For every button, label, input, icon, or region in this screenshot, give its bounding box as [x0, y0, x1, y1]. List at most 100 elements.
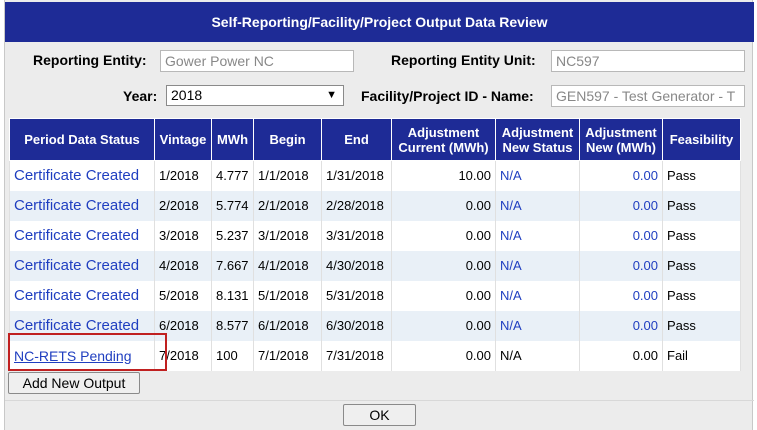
mwh-cell: 8.131: [211, 280, 254, 311]
adj-status-cell: N/A: [495, 340, 580, 371]
period-status-link[interactable]: Certificate Created: [14, 287, 140, 304]
status-cell: Certificate Created: [9, 250, 155, 281]
begin-cell: 5/1/2018: [253, 280, 322, 311]
vintage-cell: 6/2018: [154, 310, 212, 341]
reporting-entity-unit-label: Reporting Entity Unit:: [391, 52, 536, 68]
year-label: Year:: [123, 88, 158, 104]
column-header-adj-status: Adjustment New Status: [495, 118, 580, 161]
end-cell: 5/31/2018: [321, 280, 392, 311]
end-cell: 4/30/2018: [321, 250, 392, 281]
reporting-entity-field[interactable]: Gower Power NC: [160, 50, 354, 72]
feasibility-cell: Pass: [662, 160, 741, 191]
year-select[interactable]: 2018 ▼: [166, 85, 344, 106]
end-cell: 6/30/2018: [321, 310, 392, 341]
begin-cell: 7/1/2018: [253, 340, 322, 371]
period-status-link-pending[interactable]: NC-RETS Pending: [14, 347, 132, 364]
feasibility-cell: Pass: [662, 280, 741, 311]
adj-new-cell: 0.00: [579, 220, 663, 251]
adj-status-cell: N/A: [495, 250, 580, 281]
facility-project-field[interactable]: GEN597 - Test Generator - T: [551, 85, 745, 107]
mwh-cell: 5.774: [211, 190, 254, 221]
add-new-output-button[interactable]: Add New Output: [8, 372, 140, 394]
adj-status-cell: N/A: [495, 280, 580, 311]
dialog-title: Self-Reporting/Facility/Project Output D…: [5, 2, 754, 42]
feasibility-cell: Fail: [662, 340, 741, 371]
vintage-cell: 3/2018: [154, 220, 212, 251]
adj-current-cell: 0.00: [391, 250, 496, 281]
adj-current-cell: 0.00: [391, 340, 496, 371]
table-row: Certificate Created 2/2018 5.774 2/1/201…: [9, 190, 741, 221]
column-header-adj-new: Adjustment New (MWh): [579, 118, 663, 161]
begin-cell: 3/1/2018: [253, 220, 322, 251]
output-data-table: Period Data Status Vintage MWh Begin End…: [9, 118, 741, 371]
status-cell: Certificate Created: [9, 160, 155, 191]
status-cell: Certificate Created: [9, 220, 155, 251]
begin-cell: 2/1/2018: [253, 190, 322, 221]
status-cell: Certificate Created: [9, 280, 155, 311]
adj-status-cell: N/A: [495, 310, 580, 341]
table-row: NC-RETS Pending 7/2018 100 7/1/2018 7/31…: [9, 340, 741, 371]
feasibility-cell: Pass: [662, 250, 741, 281]
dropdown-arrow-icon: ▼: [326, 89, 337, 101]
adj-new-cell: 0.00: [579, 190, 663, 221]
begin-cell: 6/1/2018: [253, 310, 322, 341]
vintage-cell: 2/2018: [154, 190, 212, 221]
mwh-cell: 100: [211, 340, 254, 371]
adj-status-cell: N/A: [495, 220, 580, 251]
end-cell: 1/31/2018: [321, 160, 392, 191]
year-select-value: 2018: [171, 87, 203, 103]
table-row: Certificate Created 6/2018 8.577 6/1/201…: [9, 310, 741, 341]
period-status-link[interactable]: Certificate Created: [14, 257, 140, 274]
period-status-link[interactable]: Certificate Created: [14, 167, 140, 185]
mwh-cell: 8.577: [211, 310, 254, 341]
reporting-entity-unit-field[interactable]: NC597: [551, 50, 745, 72]
adj-current-cell: 0.00: [391, 280, 496, 311]
feasibility-cell: Pass: [662, 220, 741, 251]
adj-new-cell: 0.00: [579, 160, 663, 191]
feasibility-cell: Pass: [662, 310, 741, 341]
status-cell: Certificate Created: [9, 190, 155, 221]
footer-divider: [5, 400, 754, 401]
output-review-dialog: Self-Reporting/Facility/Project Output D…: [4, 0, 754, 430]
vintage-cell: 5/2018: [154, 280, 212, 311]
end-cell: 2/28/2018: [321, 190, 392, 221]
status-cell: NC-RETS Pending: [9, 340, 155, 371]
period-status-link[interactable]: Certificate Created: [14, 227, 140, 244]
column-header-end: End: [321, 118, 392, 161]
table-row: Certificate Created 3/2018 5.237 3/1/201…: [9, 220, 741, 251]
mwh-cell: 5.237: [211, 220, 254, 251]
adj-status-cell: N/A: [495, 190, 580, 221]
reporting-entity-label: Reporting Entity:: [33, 52, 147, 68]
table-row: Certificate Created 1/2018 4.777 1/1/201…: [9, 160, 741, 191]
column-header-status: Period Data Status: [9, 118, 155, 161]
vintage-cell: 4/2018: [154, 250, 212, 281]
adj-status-cell: N/A: [495, 160, 580, 191]
mwh-cell: 7.667: [211, 250, 254, 281]
adj-new-cell: 0.00: [579, 280, 663, 311]
vintage-cell: 1/2018: [154, 160, 212, 191]
table-row: Certificate Created 5/2018 8.131 5/1/201…: [9, 280, 741, 311]
table-header-row: Period Data Status Vintage MWh Begin End…: [9, 118, 741, 161]
adj-new-cell: 0.00: [579, 340, 663, 371]
table-row: Certificate Created 4/2018 7.667 4/1/201…: [9, 250, 741, 281]
column-header-feasibility: Feasibility: [662, 118, 741, 161]
adj-current-cell: 0.00: [391, 190, 496, 221]
period-status-link[interactable]: Certificate Created: [14, 197, 140, 214]
facility-project-label: Facility/Project ID - Name:: [361, 88, 534, 104]
status-cell: Certificate Created: [9, 310, 155, 341]
column-header-vintage: Vintage: [154, 118, 212, 161]
begin-cell: 1/1/2018: [253, 160, 322, 191]
column-header-begin: Begin: [253, 118, 322, 161]
adj-new-cell: 0.00: [579, 310, 663, 341]
mwh-cell: 4.777: [211, 160, 254, 191]
adj-new-cell: 0.00: [579, 250, 663, 281]
begin-cell: 4/1/2018: [253, 250, 322, 281]
end-cell: 7/31/2018: [321, 340, 392, 371]
adj-current-cell: 0.00: [391, 310, 496, 341]
end-cell: 3/31/2018: [321, 220, 392, 251]
ok-button[interactable]: OK: [343, 404, 416, 426]
adj-current-cell: 0.00: [391, 220, 496, 251]
period-status-link[interactable]: Certificate Created: [14, 317, 140, 334]
adj-current-cell: 10.00: [391, 160, 496, 191]
feasibility-cell: Pass: [662, 190, 741, 221]
